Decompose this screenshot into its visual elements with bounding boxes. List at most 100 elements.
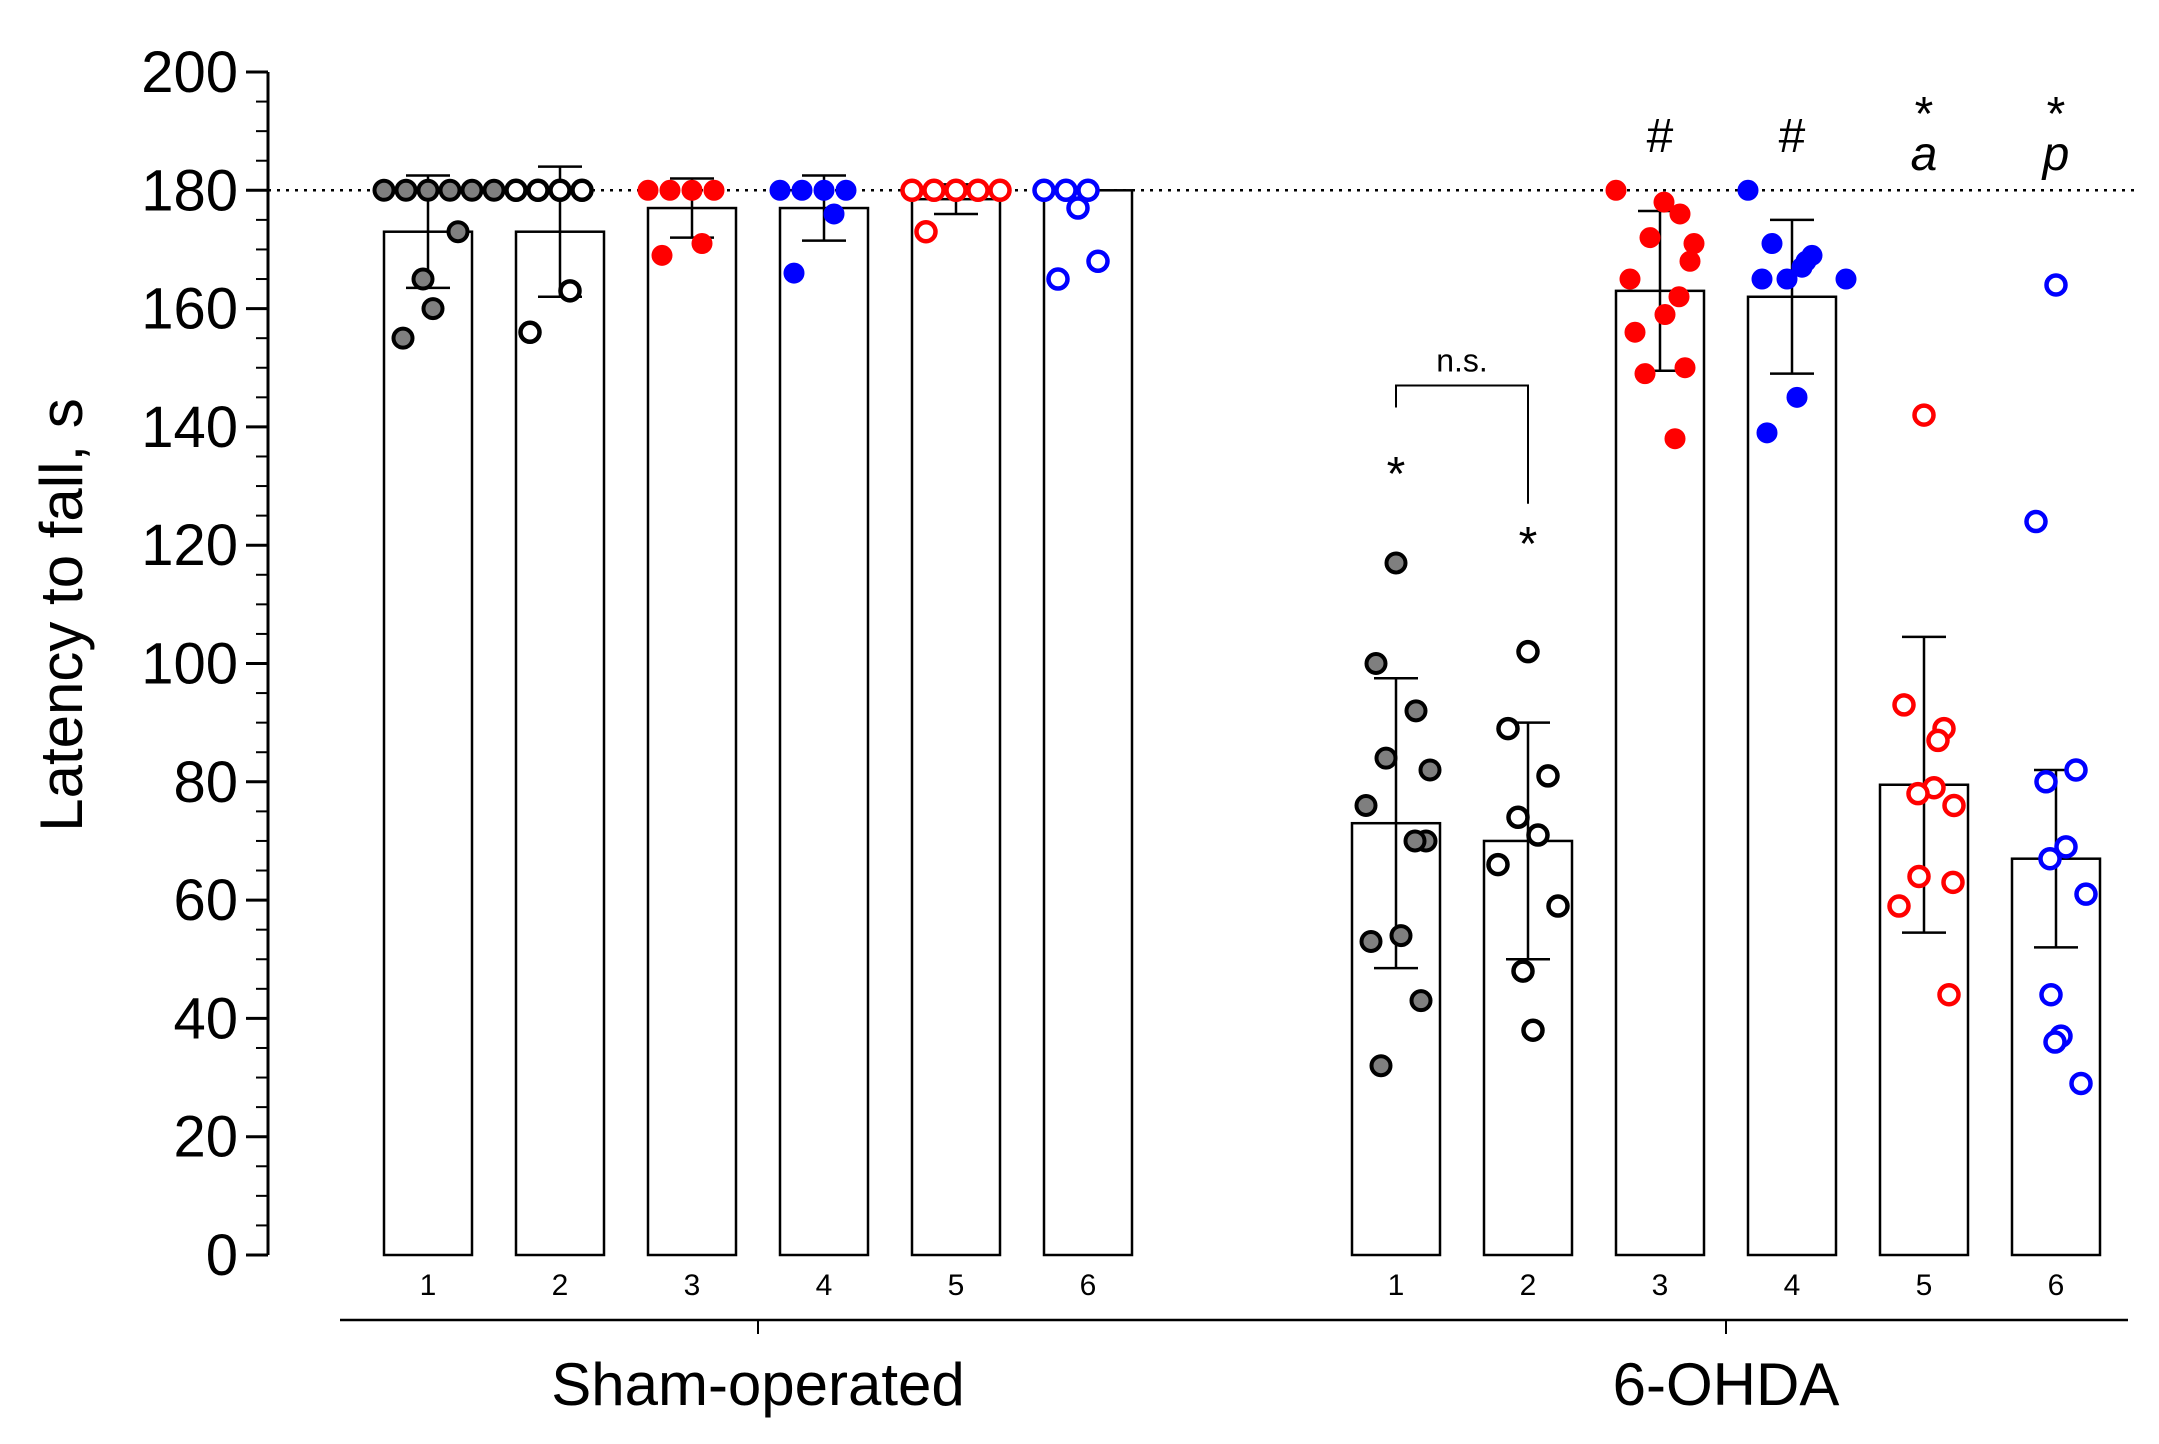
y-tick-label: 80 (173, 750, 238, 815)
x-category-label: 5 (1916, 1269, 1933, 1302)
y-tick-label: 60 (173, 868, 238, 933)
data-point (1751, 268, 1773, 290)
x-axis: Sham-operated 6-OHDA 1 2 3 4 5 6 1 2 3 4 5 6 (340, 1269, 2128, 1418)
data-point (637, 179, 659, 201)
bars (382, 189, 2102, 1257)
data-point (1892, 693, 1916, 717)
data-point (2044, 273, 2068, 297)
significance-letter: p (2041, 128, 2070, 181)
data-point (394, 178, 418, 202)
data-point (438, 178, 462, 202)
data-point (944, 178, 968, 203)
data-point (1653, 191, 1675, 213)
y-tick-label: 120 (141, 513, 238, 578)
data-point (1605, 179, 1627, 201)
data-point (558, 279, 582, 303)
data-point (1937, 982, 1961, 1007)
data-point (372, 178, 396, 202)
data-point (1791, 256, 1813, 278)
bar (514, 230, 606, 1257)
data-point (504, 178, 528, 203)
x-category-label: 3 (684, 1269, 701, 1302)
group-label: Sham-operated (551, 1351, 965, 1418)
x-category-label: 4 (816, 1269, 833, 1302)
data-point (1046, 267, 1070, 291)
data-point (2034, 770, 2058, 794)
data-point (1369, 1054, 1393, 1078)
data-point (421, 297, 445, 321)
data-point (1403, 829, 1427, 853)
data-point (791, 179, 813, 201)
bar (1746, 295, 1838, 1257)
data-point (1409, 989, 1433, 1013)
data-point (482, 178, 506, 202)
bar (778, 206, 870, 1257)
x-category-label: 2 (552, 1269, 569, 1302)
data-point (1926, 728, 1950, 753)
data-point (416, 178, 440, 202)
data-point (1756, 422, 1778, 444)
data-point (1511, 959, 1535, 983)
significance-mark: * (1915, 88, 1934, 141)
y-tick-label: 180 (141, 158, 238, 223)
y-tick-label: 200 (141, 40, 238, 105)
y-axis: 0 20 40 60 80 100 120 140 160 180 200 (141, 40, 270, 1288)
significance-letter: a (1911, 128, 1938, 181)
data-point (900, 178, 924, 203)
data-point (783, 262, 805, 284)
data-point (1536, 764, 1560, 788)
data-point (1526, 823, 1550, 847)
data-point (1496, 716, 1520, 741)
data-point (681, 179, 703, 201)
data-point (2024, 509, 2048, 534)
data-point (1737, 179, 1759, 201)
data-point (703, 179, 725, 201)
data-point (1776, 268, 1798, 290)
data-point (526, 178, 550, 203)
significance-mark: # (1779, 110, 1806, 163)
data-points (372, 178, 2098, 1096)
data-point (651, 244, 673, 266)
data-point (1887, 894, 1911, 918)
ns-bracket (1395, 384, 1529, 504)
y-tick-label: 100 (141, 632, 238, 697)
data-point (1761, 233, 1783, 255)
data-point (446, 220, 470, 244)
data-point (2043, 1030, 2067, 1054)
data-point (1619, 268, 1641, 290)
data-point (1669, 203, 1691, 225)
data-point (691, 233, 713, 255)
data-point (2064, 758, 2088, 782)
annotations: **# # *a*pn.s. (1387, 88, 2070, 571)
y-tick-label: 160 (141, 277, 238, 342)
data-point (966, 178, 990, 203)
data-point (1639, 227, 1661, 249)
data-point (922, 178, 946, 203)
significance-mark: * (1519, 518, 1538, 571)
data-point (1835, 268, 1857, 290)
data-point (659, 179, 681, 201)
data-point (1668, 286, 1690, 308)
x-category-label: 5 (948, 1269, 965, 1302)
data-point (914, 219, 938, 244)
data-point (1516, 639, 1540, 664)
bar (1614, 289, 1706, 1257)
data-point (1076, 178, 1100, 203)
x-category-label: 4 (1784, 1269, 1801, 1302)
data-point (460, 178, 484, 202)
data-point (1942, 793, 1966, 818)
data-point (1486, 852, 1510, 877)
data-point (2074, 882, 2098, 906)
data-point (1634, 363, 1656, 385)
bar (1042, 189, 1134, 1257)
data-point (2038, 846, 2062, 871)
data-point (988, 178, 1012, 203)
data-point (2054, 835, 2078, 859)
data-point (1912, 403, 1936, 427)
data-point (769, 179, 791, 201)
data-point (1054, 178, 1078, 203)
data-point (1941, 870, 1965, 895)
data-point (1674, 357, 1696, 379)
data-point (1679, 250, 1701, 272)
